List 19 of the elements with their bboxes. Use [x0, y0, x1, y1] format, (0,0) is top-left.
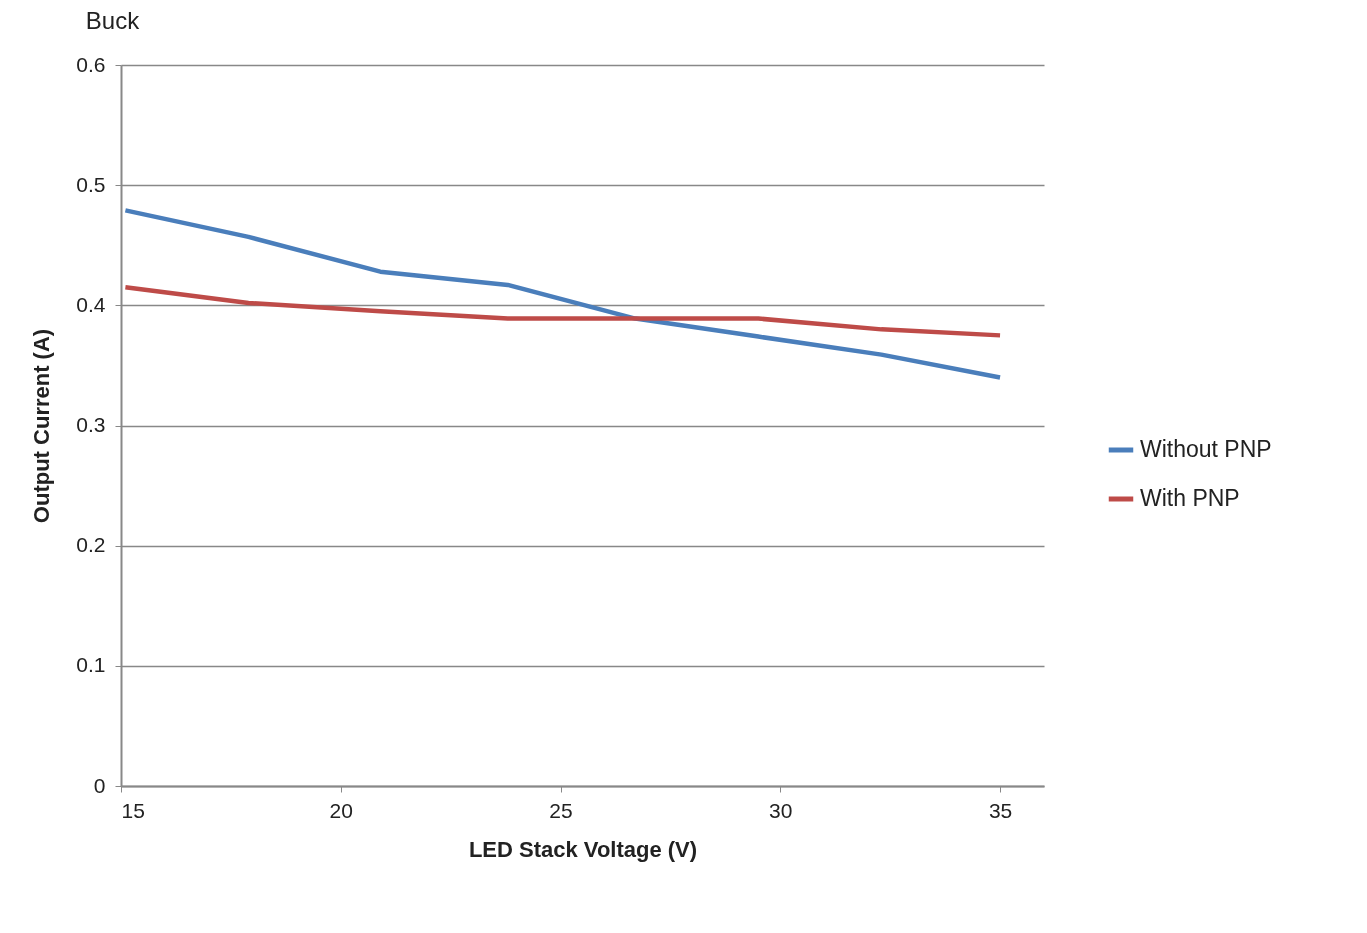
- x-axis-title: LED Stack Voltage (V): [468, 836, 698, 862]
- y-tick-label: 0.2: [76, 533, 106, 557]
- x-tick-label: 25: [549, 798, 573, 822]
- legend-label: Without PNP: [1140, 436, 1272, 462]
- x-tick-label: 35: [988, 798, 1013, 822]
- chart-title: Buck: [85, 7, 141, 34]
- y-tick-label: 0.3: [76, 413, 106, 436]
- y-tick-label: 0.6: [76, 52, 106, 76]
- y-tick-label: 0.4: [76, 292, 106, 316]
- y-axis-title: Output Current (A): [29, 328, 55, 524]
- line-series: [123, 285, 1003, 338]
- x-tick-label: 15: [121, 798, 145, 822]
- x-tick-label: 20: [329, 798, 353, 822]
- x-tick-label: 30: [769, 798, 793, 822]
- y-tick-label: 0: [93, 773, 106, 797]
- legend-label: With PNP: [1140, 485, 1240, 511]
- y-tick-label: 0.1: [76, 653, 106, 677]
- y-tick-label: 0.5: [76, 172, 106, 196]
- line-series: [123, 208, 1003, 380]
